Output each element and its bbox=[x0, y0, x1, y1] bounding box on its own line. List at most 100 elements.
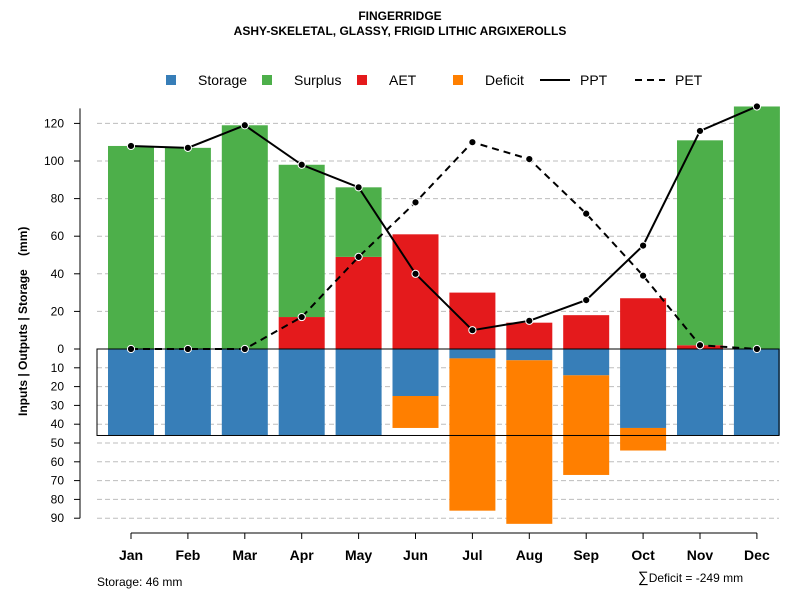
ppt-line-point bbox=[411, 269, 420, 278]
storage-bar bbox=[392, 349, 439, 396]
y-tick-label: 10 bbox=[51, 361, 65, 375]
y-tick-label: 80 bbox=[51, 192, 65, 206]
surplus-bar bbox=[733, 106, 780, 349]
aet-bar bbox=[335, 256, 382, 349]
surplus-bar bbox=[221, 125, 268, 349]
x-tick-label: May bbox=[345, 547, 372, 563]
x-tick-label: Sep bbox=[573, 547, 599, 563]
storage-bar bbox=[108, 349, 154, 436]
ppt-line-point bbox=[582, 296, 591, 305]
aet-bar bbox=[506, 322, 553, 349]
storage-bar bbox=[677, 349, 723, 436]
y-tick-label: 90 bbox=[51, 511, 65, 525]
x-tick-label: Jan bbox=[119, 547, 143, 563]
sum-symbol: ∑ bbox=[638, 569, 649, 586]
ppt-line-point bbox=[297, 160, 306, 169]
legend-label: AET bbox=[389, 72, 417, 88]
chart-subtitle: ASHY-SKELETAL, GLASSY, FRIGID LITHIC ARG… bbox=[233, 24, 567, 38]
storage-summary: Storage: 46 mm bbox=[97, 575, 183, 589]
pet-line-point bbox=[354, 252, 363, 261]
y-tick-label: 100 bbox=[44, 154, 64, 168]
legend-swatch bbox=[166, 75, 176, 85]
x-tick-label: Mar bbox=[232, 547, 257, 563]
pet-line-point bbox=[240, 344, 249, 354]
x-tick-label: Jun bbox=[403, 547, 428, 563]
ppt-line-point bbox=[183, 143, 192, 152]
y-tick-label: 0 bbox=[57, 342, 64, 356]
y-tick-label: 50 bbox=[51, 436, 65, 450]
y-tick-label: 40 bbox=[51, 267, 65, 281]
pet-line bbox=[131, 141, 757, 350]
y-tick-label: 70 bbox=[51, 474, 65, 488]
ppt-line-point bbox=[468, 326, 477, 335]
surplus-bar bbox=[164, 147, 211, 349]
chart-title: FINGERRIDGE bbox=[358, 9, 442, 23]
deficit-bar bbox=[506, 360, 553, 524]
legend-swatch bbox=[262, 75, 272, 85]
ppt-line-point bbox=[752, 102, 762, 111]
surplus-bar bbox=[677, 140, 723, 346]
ppt-line-point bbox=[639, 241, 648, 250]
ppt-line-point bbox=[695, 126, 705, 136]
pet-line-point bbox=[752, 344, 762, 354]
deficit-bar bbox=[392, 396, 439, 428]
deficit-bar bbox=[620, 427, 667, 451]
x-tick-label: Oct bbox=[631, 547, 655, 563]
x-tick-label: Dec bbox=[744, 547, 770, 563]
pet-line-point bbox=[525, 155, 534, 164]
ppt-line bbox=[130, 105, 758, 332]
pet-line-point bbox=[695, 341, 705, 350]
aet-bar bbox=[278, 317, 325, 349]
pet-line-point bbox=[126, 344, 136, 354]
pet-line-point bbox=[411, 198, 420, 207]
y-tick-label: 80 bbox=[51, 492, 65, 506]
y-tick-label: 60 bbox=[51, 229, 65, 243]
y-tick-label: 30 bbox=[51, 398, 65, 412]
aet-bar bbox=[563, 315, 610, 349]
ppt-line-point bbox=[525, 316, 534, 325]
ppt-line-point bbox=[240, 121, 249, 130]
storage-bar bbox=[620, 349, 667, 428]
aet-bar bbox=[449, 292, 496, 349]
pet-line-point bbox=[468, 138, 477, 147]
y-tick-label: 60 bbox=[51, 455, 65, 469]
x-tick-label: Apr bbox=[290, 547, 315, 563]
legend-swatch bbox=[453, 75, 463, 85]
deficit-bar bbox=[449, 358, 496, 511]
pet-line-point bbox=[297, 312, 306, 322]
x-tick-label: Jul bbox=[462, 547, 482, 563]
storage-capacity-box bbox=[96, 348, 780, 436]
ppt-line-point bbox=[354, 183, 363, 192]
legend-label: Storage bbox=[198, 72, 247, 88]
storage-bar bbox=[506, 349, 553, 361]
surplus-bar bbox=[335, 187, 382, 257]
legend-swatch bbox=[357, 75, 367, 85]
surplus-bar bbox=[278, 164, 325, 318]
storage-bar bbox=[733, 349, 780, 436]
x-tick-label: Aug bbox=[516, 547, 543, 563]
storage-bar bbox=[449, 349, 496, 359]
deficit-bar bbox=[563, 375, 610, 475]
pet-line-point bbox=[639, 271, 648, 280]
pet-line-point bbox=[183, 344, 192, 354]
legend-label: PPT bbox=[580, 72, 608, 88]
legend-label: Deficit bbox=[485, 72, 524, 88]
x-tick-label: Feb bbox=[175, 547, 200, 563]
aet-bar bbox=[392, 234, 439, 349]
storage-bar bbox=[221, 349, 268, 436]
x-tick-label: Nov bbox=[687, 547, 714, 563]
deficit-summary-text: Deficit = -249 mm bbox=[648, 571, 744, 585]
storage-bar bbox=[563, 349, 610, 376]
legend-label: Surplus bbox=[294, 72, 341, 88]
y-tick-label: 40 bbox=[51, 417, 65, 431]
aet-bar bbox=[620, 298, 667, 349]
legend-label: PET bbox=[675, 72, 703, 88]
deficit-summary: ∑Deficit = -249 mm bbox=[638, 569, 743, 586]
pet-line-point bbox=[582, 209, 591, 218]
storage-bar bbox=[278, 349, 325, 436]
surplus-bar bbox=[108, 145, 154, 349]
storage-bar bbox=[164, 349, 211, 436]
y-tick-label: 120 bbox=[44, 116, 64, 130]
y-tick-label: 20 bbox=[51, 304, 65, 318]
